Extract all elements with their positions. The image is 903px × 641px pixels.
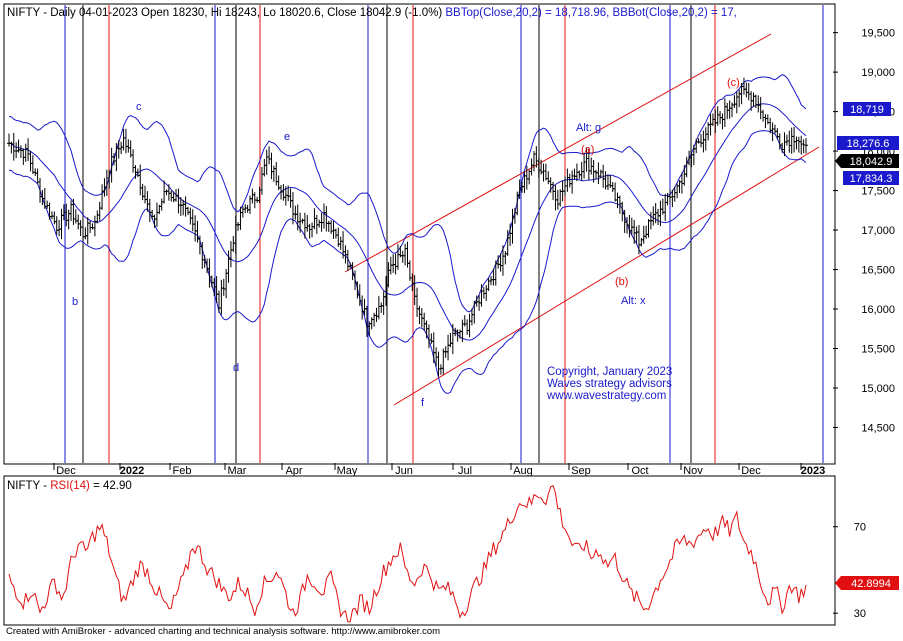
x-tick-label: Nov bbox=[683, 465, 703, 477]
wave-label-b: b bbox=[72, 296, 78, 308]
price-bars bbox=[7, 77, 808, 377]
x-tick-label: Feb bbox=[173, 465, 192, 477]
wave-label-c: c bbox=[136, 101, 142, 113]
x-tick-label: Oct bbox=[631, 465, 648, 477]
bollinger-bands bbox=[8, 74, 807, 394]
channel-lower bbox=[393, 146, 820, 406]
x-tick-label: May bbox=[337, 465, 358, 477]
wave-label-c-paren: (c) bbox=[727, 77, 740, 89]
x-tick-label: Dec bbox=[741, 465, 761, 477]
bb-bottom-line bbox=[8, 130, 807, 394]
x-tick-label: Sep bbox=[571, 465, 591, 477]
y-tick-label: 16,000 bbox=[861, 304, 895, 316]
y-tick-label: 16,500 bbox=[861, 265, 895, 277]
copyright-line-2: Waves strategy advisors bbox=[547, 378, 672, 390]
header-sep: - bbox=[40, 7, 50, 19]
rsi-header: NIFTY - RSI(14) = 42.90 bbox=[7, 480, 132, 492]
svg-text:18,042.9: 18,042.9 bbox=[850, 156, 893, 168]
badge-bbbot: 17,834.3 bbox=[843, 171, 899, 185]
x-tick-label: 2022 bbox=[120, 465, 144, 477]
svg-text:18,276.6: 18,276.6 bbox=[847, 138, 890, 150]
x-tick-label: Aug bbox=[513, 465, 533, 477]
bb-mid-line bbox=[8, 103, 807, 341]
header-bbbot: BBBot(Close,20,2) = 17, bbox=[613, 7, 737, 19]
svg-text:18,719: 18,719 bbox=[850, 104, 884, 116]
bb-top-line bbox=[8, 74, 807, 313]
price-pane bbox=[3, 3, 836, 465]
copyright-line-3: www.wavestrategy.com bbox=[546, 390, 666, 402]
y-tick-label: 17,000 bbox=[861, 225, 895, 237]
rsi-tick-label: 70 bbox=[854, 522, 866, 534]
x-tick-label: 2023 bbox=[801, 465, 825, 477]
svg-text:17,834.3: 17,834.3 bbox=[850, 173, 893, 185]
rsi-line bbox=[8, 484, 807, 623]
rsi-series-line bbox=[8, 484, 807, 623]
x-tick-label: Apr bbox=[285, 465, 302, 477]
x-tick-label: Mar bbox=[228, 465, 247, 477]
copyright-line-1: Copyright, January 2023 bbox=[547, 366, 672, 378]
x-tick-label: Jun bbox=[395, 465, 413, 477]
badge-bbtop: 18,719 bbox=[843, 102, 891, 116]
price-y-axis: 14,500 15,000 15,500 16,000 16,500 17,000 17,5… bbox=[833, 28, 895, 434]
header-info: Daily 04-01-2023 Open 18230, Hi 18243, L… bbox=[50, 7, 442, 19]
wave-label-a: (a) bbox=[581, 144, 594, 156]
wave-label-alt-x: Alt: x bbox=[621, 295, 646, 307]
y-tick-label: 14,500 bbox=[861, 422, 895, 434]
y-tick-label: 19,000 bbox=[861, 67, 895, 79]
header-bbtop: BBTop(Close,20,2) = 18,718.96, bbox=[445, 7, 609, 19]
price-channel bbox=[344, 33, 820, 406]
rsi-y-axis: 30 70 bbox=[833, 522, 866, 620]
y-tick-label: 17,500 bbox=[861, 186, 895, 198]
svg-text:42.8994: 42.8994 bbox=[851, 578, 891, 590]
x-axis: Dec 2022 Feb Mar Apr May Jun Jul Aug Sep Oct Nov Dec… bbox=[53, 463, 825, 477]
y-tick-label: 15,500 bbox=[861, 344, 895, 356]
x-tick-label: Jul bbox=[458, 465, 472, 477]
wave-label-d: d bbox=[233, 362, 239, 374]
badge-close: 18,276.6 bbox=[837, 136, 899, 150]
rsi-pane bbox=[3, 475, 836, 626]
footer-text: Created with AmiBroker - advanced charti… bbox=[6, 626, 441, 637]
badge-last: 18,042.9 bbox=[835, 154, 899, 168]
wave-label-f: f bbox=[421, 397, 425, 409]
y-tick-label: 15,000 bbox=[861, 383, 895, 395]
header-symbol: NIFTY bbox=[7, 7, 41, 19]
channel-upper bbox=[344, 33, 772, 273]
x-tick-label: Dec bbox=[56, 465, 76, 477]
badge-rsi: 42.8994 bbox=[835, 576, 899, 590]
rsi-tick-label: 30 bbox=[854, 608, 866, 620]
price-header: NIFTY - Daily 04-01-2023 Open 18230, Hi … bbox=[7, 7, 737, 19]
wave-label-e: e bbox=[284, 131, 290, 143]
wave-label-alt-g: Alt: g bbox=[576, 122, 601, 134]
y-tick-label: 19,500 bbox=[861, 28, 895, 40]
wave-label-b-paren: (b) bbox=[615, 276, 628, 288]
price-bar bbox=[804, 138, 808, 154]
